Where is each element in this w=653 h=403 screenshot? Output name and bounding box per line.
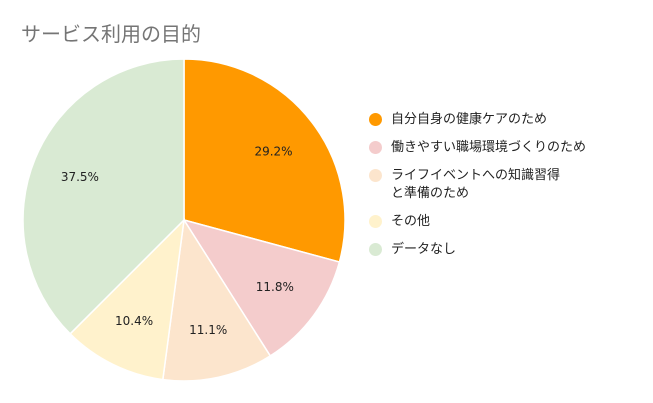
legend-swatch-self-health xyxy=(369,113,382,126)
legend-label-no-data: データなし xyxy=(391,242,457,257)
slice-label-no-data: 37.5% xyxy=(61,170,99,184)
legend-item-self-health[interactable]: 自分自身の健康ケアのため xyxy=(369,111,646,129)
pie-slice-self-health[interactable] xyxy=(183,58,346,263)
pie-slice-life-events[interactable] xyxy=(161,217,272,382)
legend-item-other[interactable]: その他 xyxy=(369,213,646,231)
legend-label-workplace: 働きやすい職場環境づくりのため xyxy=(391,140,587,155)
legend-swatch-life-events xyxy=(369,169,382,182)
legend-item-life-events[interactable]: ライフイベントへの知識習得と準備のため xyxy=(369,167,563,203)
slice-label-workplace: 11.8% xyxy=(256,280,294,294)
pie-slice-other[interactable] xyxy=(69,217,186,381)
pie-slice-workplace[interactable] xyxy=(182,218,341,357)
chart-title: サービス利用の目的 xyxy=(21,22,201,46)
legend-label-life-events: ライフイベントへの知識習得と準備のため xyxy=(391,168,561,201)
legend-swatch-no-data xyxy=(369,243,382,256)
slice-label-other: 10.4% xyxy=(115,314,153,328)
legend-swatch-other xyxy=(369,215,382,228)
legend-item-workplace[interactable]: 働きやすい職場環境づくりのため xyxy=(369,139,646,157)
legend-label-self-health: 自分自身の健康ケアのため xyxy=(391,112,548,127)
legend-label-other: その他 xyxy=(391,214,431,229)
legend-item-no-data[interactable]: データなし xyxy=(369,241,646,259)
legend-swatch-workplace xyxy=(369,141,382,154)
pie-slice-no-data[interactable] xyxy=(22,58,185,335)
slice-label-life-events: 11.1% xyxy=(189,323,227,337)
slice-label-self-health: 29.2% xyxy=(254,145,292,159)
